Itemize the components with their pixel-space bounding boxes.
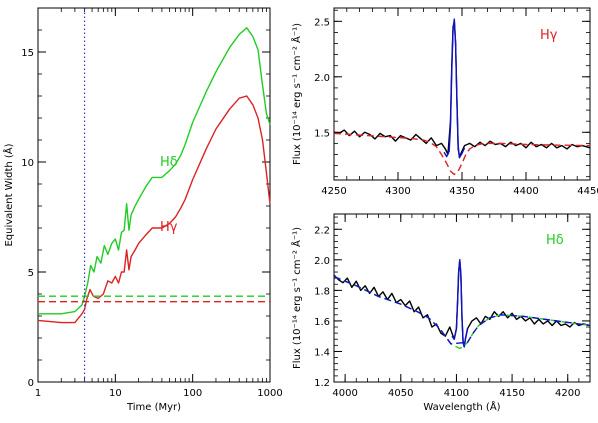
hdelta-tick-labels: 4000 4050 4100 4150 4200 1.2 1.4 1.6 1.8 2.0 2.2 bbox=[314, 225, 580, 399]
ew-y-tick-label: 5 bbox=[28, 268, 34, 279]
hdelta-ticks bbox=[333, 214, 591, 383]
ew-series-hdelta bbox=[38, 27, 271, 315]
ew-x-tick-label: 100 bbox=[183, 388, 202, 399]
ew-ticks bbox=[37, 7, 271, 383]
hdelta-x-tick-label: 4100 bbox=[444, 388, 469, 399]
hdelta-x-tick-label: 4000 bbox=[332, 388, 357, 399]
hdelta-series-continuum-model bbox=[333, 275, 591, 345]
hdelta-x-axis-label: Wavelength (Å) bbox=[423, 400, 500, 413]
hgamma-y-axis-label: Flux (10⁻¹⁴ erg s⁻¹ cm⁻² Å⁻¹) bbox=[290, 23, 303, 165]
hdelta-series bbox=[333, 259, 591, 350]
hgamma-panel: 4250 4300 4350 4400 4450 1.5 2.0 2.5 Hγ Flux (1… bbox=[290, 7, 598, 197]
hgamma-series-fit bbox=[443, 18, 466, 159]
hgamma-ticks bbox=[333, 8, 591, 180]
ew-series-hgamma bbox=[37, 95, 271, 324]
hdelta-y-tick-label: 1.4 bbox=[314, 347, 330, 358]
ew-annotation-hdelta: Hδ bbox=[160, 155, 178, 170]
ew-x-tick-label: 1000 bbox=[257, 388, 282, 399]
hdelta-y-tick-label: 2.0 bbox=[314, 256, 330, 267]
hgamma-x-tick-label: 4300 bbox=[385, 186, 410, 197]
ew-x-tick-label: 10 bbox=[109, 388, 122, 399]
hgamma-x-tick-label: 4400 bbox=[513, 186, 538, 197]
hdelta-y-tick-label: 2.2 bbox=[314, 225, 330, 236]
hdelta-x-tick-label: 4150 bbox=[499, 388, 524, 399]
ew-x-axis-label: Time (Myr) bbox=[126, 402, 181, 413]
hdelta-y-tick-label: 1.6 bbox=[314, 317, 330, 328]
hgamma-tick-labels: 4250 4300 4350 4400 4450 1.5 2.0 2.5 bbox=[314, 17, 598, 197]
hgamma-annotation: Hγ bbox=[540, 28, 558, 43]
hgamma-x-tick-label: 4250 bbox=[321, 186, 346, 197]
ew-y-tick-label: 10 bbox=[21, 158, 34, 169]
hgamma-x-tick-label: 4450 bbox=[577, 186, 598, 197]
ew-y-tick-label: 0 bbox=[28, 378, 34, 389]
hgamma-y-tick-label: 2.0 bbox=[314, 73, 330, 84]
ew-annotation-hgamma: Hγ bbox=[160, 220, 178, 235]
hdelta-x-tick-label: 4200 bbox=[555, 388, 580, 399]
ew-y-tick-label: 15 bbox=[21, 48, 34, 59]
ew-y-axis-label: Equivalent Width (Å) bbox=[2, 143, 15, 246]
ew-x-tick-label: 1 bbox=[35, 388, 41, 399]
ew-series bbox=[37, 8, 271, 382]
hgamma-y-tick-label: 2.5 bbox=[314, 17, 330, 28]
hdelta-y-axis-label: Flux (10⁻¹⁴ erg s⁻¹ cm⁻² Å⁻¹) bbox=[290, 227, 303, 369]
hdelta-panel: 4000 4050 4100 4150 4200 1.2 1.4 1.6 1.8 2.0 2.2 H… bbox=[290, 213, 591, 413]
hdelta-x-tick-label: 4050 bbox=[388, 388, 413, 399]
hgamma-x-tick-label: 4350 bbox=[449, 186, 474, 197]
hdelta-series-fit bbox=[451, 259, 469, 348]
hdelta-y-tick-label: 1.8 bbox=[314, 286, 330, 297]
hdelta-plot-frame bbox=[333, 213, 591, 383]
hgamma-series-absorption-model bbox=[333, 132, 591, 176]
ew-plot-frame bbox=[37, 7, 271, 383]
ew-tick-labels: 1 10 100 1000 0 5 10 15 bbox=[21, 48, 282, 399]
ew-panel: 1 10 100 1000 0 5 10 15 Hδ Hγ Time (Myr) Equiva… bbox=[2, 7, 283, 413]
hgamma-y-tick-label: 1.5 bbox=[314, 128, 330, 139]
hdelta-annotation: Hδ bbox=[546, 233, 564, 248]
hgamma-series bbox=[333, 18, 591, 176]
hdelta-y-tick-label: 1.2 bbox=[314, 378, 330, 389]
